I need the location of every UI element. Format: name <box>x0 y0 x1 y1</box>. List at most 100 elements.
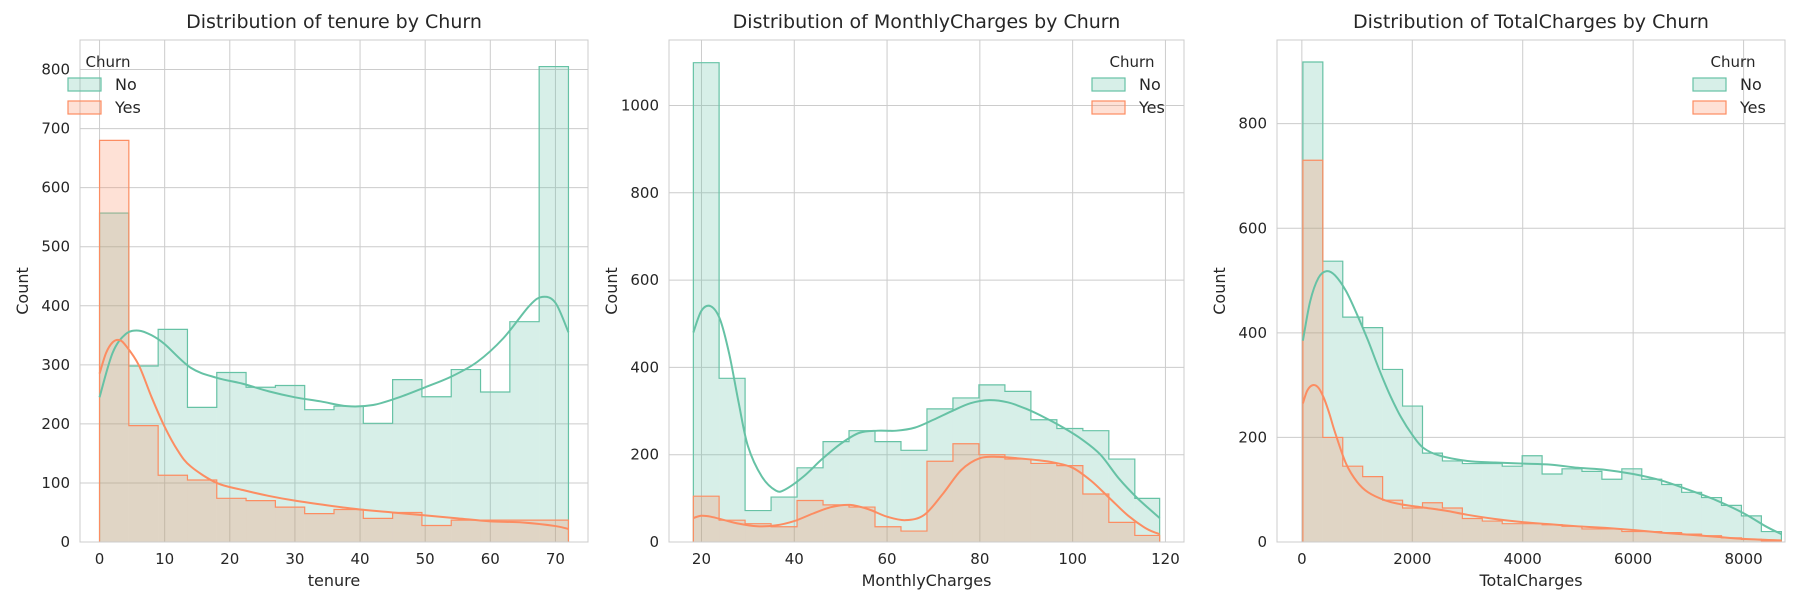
histogram-bar <box>1004 459 1031 542</box>
histogram-bar <box>1302 160 1323 543</box>
histogram-bar <box>128 425 159 542</box>
histogram-bar <box>1442 460 1463 542</box>
x-tick-label: 70 <box>546 550 565 568</box>
x-tick-label: 0 <box>1297 550 1307 568</box>
histogram-bar <box>539 66 569 542</box>
histogram-bar <box>771 526 798 542</box>
histogram-bar <box>421 396 452 542</box>
histogram-bar <box>1342 317 1363 542</box>
histogram-bar <box>1342 466 1363 542</box>
histogram-bar <box>797 500 824 542</box>
x-axis-label: tenure <box>308 571 360 590</box>
y-axis-label: Count <box>602 267 621 315</box>
histogram-bar <box>745 523 772 542</box>
histogram-bar <box>1422 502 1443 542</box>
y-tick-label: 400 <box>41 297 70 315</box>
histogram-bar <box>1056 428 1083 542</box>
histogram-bar <box>451 520 481 542</box>
x-tick-label: 60 <box>878 550 897 568</box>
chart-title: Distribution of TotalCharges by Churn <box>1353 11 1709 33</box>
histogram-bar <box>952 443 979 542</box>
series-no-step-outline <box>692 62 1161 542</box>
legend-title: Churn <box>1110 53 1155 71</box>
histogram-bar <box>823 441 850 542</box>
x-tick-label: 40 <box>785 550 804 568</box>
histogram-bar <box>334 509 364 542</box>
histogram-bar <box>1030 419 1057 542</box>
histogram-bar <box>1661 484 1682 542</box>
histogram-bar <box>1362 327 1383 542</box>
histogram-bar <box>1621 468 1642 542</box>
histogram-bar <box>1601 528 1622 542</box>
y-axis-label: Count <box>1210 267 1229 315</box>
series-no-step-outline <box>98 65 570 542</box>
histogram-bar <box>1482 463 1503 542</box>
x-axis-label: TotalCharges <box>1478 571 1582 590</box>
x-tick-label: 20 <box>692 550 711 568</box>
y-axis-label: Count <box>13 267 32 315</box>
y-tick-label: 600 <box>1238 219 1267 237</box>
x-tick-label: 50 <box>416 550 435 568</box>
y-tick-label: 800 <box>41 61 70 79</box>
histogram-bar <box>1641 479 1662 542</box>
histogram-bar <box>509 321 540 542</box>
chart-title: Distribution of tenure by Churn <box>186 11 482 33</box>
histogram-bar <box>1641 531 1662 542</box>
series-yes-bars <box>98 139 570 542</box>
y-tick-label: 500 <box>41 238 70 256</box>
legend-label-yes: Yes <box>1138 98 1165 117</box>
y-tick-label: 0 <box>60 533 70 551</box>
histogram-bar <box>158 329 188 542</box>
histogram-bar <box>1721 505 1742 542</box>
y-tick-label: 0 <box>649 533 659 551</box>
y-tick-label: 100 <box>41 474 70 492</box>
histogram-bar <box>1681 492 1702 542</box>
histogram-bar <box>771 497 798 542</box>
histogram-bar <box>1030 463 1057 542</box>
histogram-bar <box>451 369 481 542</box>
y-tick-label: 400 <box>630 358 659 376</box>
histogram-bar <box>1134 535 1160 542</box>
histogram-bar <box>1761 531 1782 542</box>
histogram-bar <box>1621 531 1642 542</box>
histogram-bar <box>1382 500 1403 542</box>
histogram-bar <box>693 496 720 542</box>
legend-swatch-yes <box>1692 100 1727 115</box>
histogram-bar <box>334 406 364 542</box>
histogram-bar <box>978 384 1005 542</box>
y-tick-label: 200 <box>630 446 659 464</box>
histogram-bar <box>158 475 188 542</box>
series-yes-kde-line <box>98 338 569 530</box>
histogram-bar <box>1522 523 1543 542</box>
histogram-bar <box>1701 535 1722 542</box>
histogram-bar <box>926 408 953 542</box>
series-no-bars <box>1302 61 1782 543</box>
histogram-bar <box>952 397 979 542</box>
histogram-bar <box>187 479 217 542</box>
legend: Churn No Yes <box>67 53 141 117</box>
histogram-bar <box>1562 468 1582 542</box>
y-tick-label: 600 <box>41 179 70 197</box>
series-no-bars <box>692 62 1161 543</box>
x-tick-label: 30 <box>285 550 304 568</box>
histogram-bar <box>1004 391 1031 542</box>
legend-swatch-no <box>1091 77 1126 92</box>
legend-swatch-yes <box>67 100 102 115</box>
legend-label-no: No <box>1139 75 1161 94</box>
y-tick-label: 200 <box>41 415 70 433</box>
histogram-bar <box>693 62 720 543</box>
x-tick-label: 4000 <box>1504 550 1542 568</box>
chart-title: Distribution of MonthlyCharges by Churn <box>733 11 1121 33</box>
histogram-bar <box>1502 523 1523 542</box>
y-tick-label: 400 <box>1238 324 1267 342</box>
histogram-bar <box>275 385 305 542</box>
x-tick-label: 0 <box>95 550 105 568</box>
y-tick-label: 0 <box>1257 533 1267 551</box>
histogram-bar <box>304 513 334 542</box>
histogram-bar <box>797 467 824 542</box>
histogram-bar <box>978 454 1005 542</box>
series-yes-step-outline <box>692 443 1161 542</box>
legend-label-no: No <box>1740 75 1762 94</box>
histogram-bar <box>1522 455 1543 542</box>
histogram-bar <box>1741 539 1762 542</box>
